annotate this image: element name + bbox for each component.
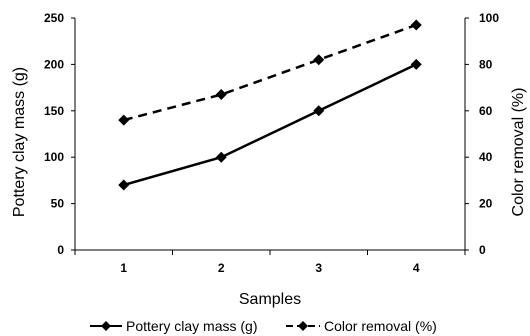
x-axis-title: Samples <box>239 291 301 308</box>
x-tick-label: 3 <box>315 261 322 275</box>
series-line-color-removal <box>123 23 417 122</box>
legend-label-color-removal: Color removal (%) <box>324 318 437 334</box>
y-right-tick-label: 80 <box>479 57 493 71</box>
data-point-pottery-clay-mass <box>118 179 130 191</box>
y-left-tick-label: 250 <box>44 11 64 25</box>
axes: 0 50 100 150 200 250 0 20 40 60 80 100 1 2 3 4 <box>44 11 499 275</box>
legend-marker-color-removal <box>298 321 308 331</box>
legend-marker-pottery-clay-mass <box>101 321 111 331</box>
series-layer <box>118 19 422 191</box>
y-right-tick-label: 0 <box>479 243 486 257</box>
data-point-color-removal <box>410 19 422 31</box>
y-right-tick-label: 100 <box>479 11 499 25</box>
x-tick-label: 1 <box>120 261 127 275</box>
data-point-pottery-clay-mass <box>215 151 227 163</box>
x-tick-label: 2 <box>218 261 225 275</box>
y-left-tick-label: 200 <box>44 57 64 71</box>
y-right-tick-label: 60 <box>479 104 493 118</box>
y-axis-left-title: Pottery clay mass (g) <box>11 67 28 217</box>
data-point-color-removal <box>313 54 325 66</box>
data-point-color-removal <box>215 89 227 101</box>
legend-label-pottery-clay-mass: Pottery clay mass (g) <box>126 318 257 334</box>
x-tick-label: 4 <box>413 261 420 275</box>
y-left-tick-label: 50 <box>51 197 65 211</box>
legend: Pottery clay mass (g) Color removal (%) <box>90 318 437 334</box>
y-axis-right-title: Color removal (%) <box>510 88 527 217</box>
y-left-tick-label: 150 <box>44 104 64 118</box>
data-point-pottery-clay-mass <box>410 58 422 70</box>
y-left-tick-label: 0 <box>57 243 64 257</box>
data-point-pottery-clay-mass <box>313 105 325 117</box>
series-line-pottery-clay-mass <box>123 63 417 187</box>
y-right-tick-label: 40 <box>479 150 493 164</box>
y-right-tick-label: 20 <box>479 197 493 211</box>
y-left-tick-label: 100 <box>44 150 64 164</box>
data-point-color-removal <box>118 114 130 126</box>
